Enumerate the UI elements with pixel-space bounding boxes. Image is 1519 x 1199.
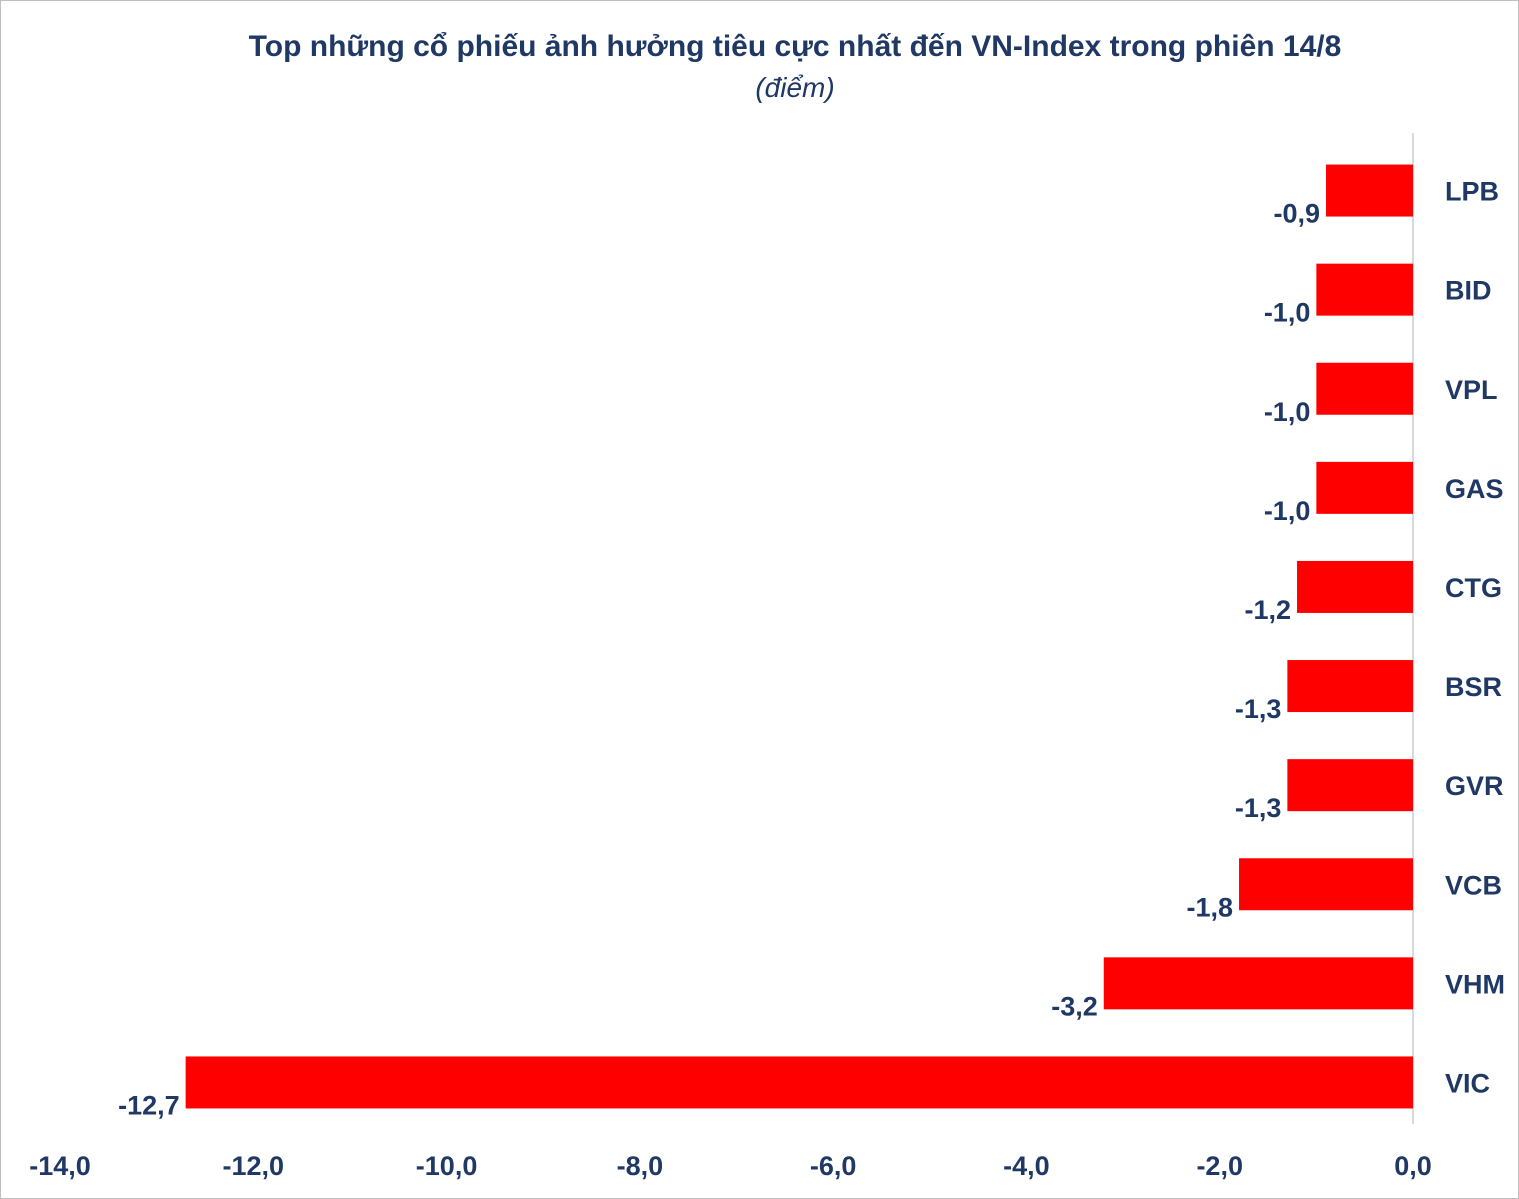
x-tick-label: -10,0	[416, 1151, 478, 1181]
data-label-gas: -1,0	[1264, 496, 1311, 526]
x-tick-label: -12,0	[223, 1151, 285, 1181]
category-label-vpl: VPL	[1445, 375, 1498, 405]
bar-bid	[1316, 263, 1413, 316]
data-label-vic: -12,7	[118, 1090, 180, 1120]
bar-gvr	[1287, 759, 1413, 812]
x-tick-label: -4,0	[1003, 1151, 1050, 1181]
data-label-lpb: -0,9	[1273, 199, 1320, 229]
x-tick-label: -8,0	[617, 1151, 664, 1181]
x-tick-label: 0,0	[1394, 1151, 1432, 1181]
category-label-bid: BID	[1445, 276, 1492, 306]
category-label-ctg: CTG	[1445, 573, 1502, 603]
data-label-bsr: -1,3	[1235, 694, 1282, 724]
category-label-lpb: LPB	[1445, 177, 1499, 207]
bar-vpl	[1316, 362, 1413, 415]
bar-vic	[185, 1056, 1413, 1109]
chart-title: Top những cổ phiếu ảnh hưởng tiêu cực nh…	[248, 30, 1342, 63]
data-label-vpl: -1,0	[1264, 397, 1311, 427]
bar-bsr	[1287, 660, 1413, 713]
bar-ctg	[1297, 560, 1413, 613]
category-label-gas: GAS	[1445, 474, 1504, 504]
category-label-vic: VIC	[1445, 1068, 1490, 1098]
data-label-vhm: -3,2	[1051, 991, 1098, 1021]
chart-subtitle: (điểm)	[755, 72, 835, 103]
bar-lpb	[1326, 164, 1413, 217]
bar-vcb	[1239, 858, 1413, 911]
data-label-ctg: -1,2	[1244, 595, 1291, 625]
data-label-gvr: -1,3	[1235, 793, 1282, 823]
bar-vhm	[1103, 957, 1413, 1010]
category-label-bsr: BSR	[1445, 672, 1502, 702]
category-label-gvr: GVR	[1445, 771, 1504, 801]
data-label-bid: -1,0	[1264, 298, 1311, 328]
category-label-vhm: VHM	[1445, 969, 1505, 999]
data-label-vcb: -1,8	[1187, 892, 1234, 922]
bar-gas	[1316, 461, 1413, 514]
x-tick-label: -14,0	[29, 1151, 91, 1181]
category-label-vcb: VCB	[1445, 870, 1502, 900]
x-tick-label: -6,0	[810, 1151, 857, 1181]
x-tick-label: -2,0	[1196, 1151, 1243, 1181]
